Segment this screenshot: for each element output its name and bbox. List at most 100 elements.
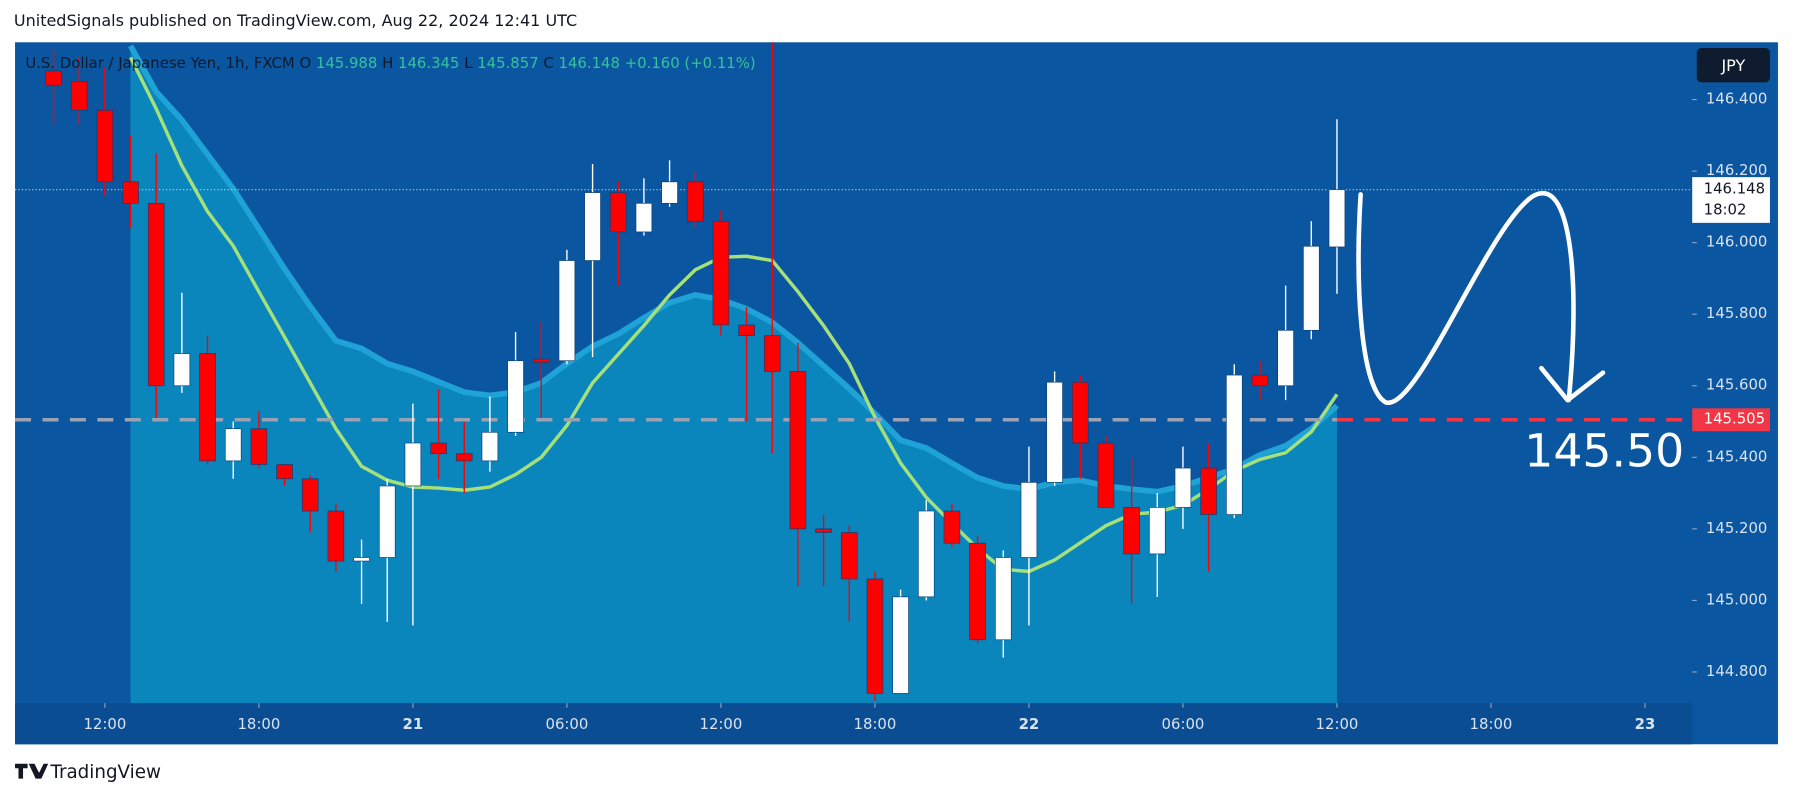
ohlc-value: 145.857 xyxy=(477,54,538,72)
candle-body xyxy=(199,353,216,462)
candle-body xyxy=(1200,467,1217,515)
candle-body xyxy=(455,453,473,462)
candle-body xyxy=(1277,329,1294,387)
candle-body xyxy=(866,578,884,694)
plot-area xyxy=(15,42,1693,704)
candle-body xyxy=(532,358,550,363)
x-tick-label: 21 xyxy=(403,715,424,733)
x-tick-label: 06:00 xyxy=(545,715,588,733)
x-tick-label: 12:00 xyxy=(83,715,126,733)
price-line-box xyxy=(1692,408,1770,432)
candle-body xyxy=(558,260,576,362)
ohlc-value: 146.148 xyxy=(559,54,620,72)
ohlc-value: 145.988 xyxy=(316,54,377,72)
candle-body xyxy=(917,510,935,598)
candle-body xyxy=(635,202,653,233)
x-tick-label: 18:00 xyxy=(1470,715,1513,733)
candle-body xyxy=(661,181,678,204)
publish-header: UnitedSignals published on TradingView.c… xyxy=(14,11,577,30)
last-price-box xyxy=(1692,177,1770,223)
price-line-label: 145.505 xyxy=(1704,410,1765,428)
y-tick-label: 145.200 xyxy=(1706,519,1767,537)
ohlc-key: L xyxy=(464,54,473,72)
y-tick-label: 146.400 xyxy=(1706,90,1767,108)
candle-body xyxy=(250,428,268,465)
candle-body xyxy=(276,464,293,480)
x-tick-label: 22 xyxy=(1019,715,1040,733)
area-edge xyxy=(128,44,1339,495)
candle-body xyxy=(969,542,986,641)
candle-body xyxy=(378,485,396,558)
x-tick-label: 06:00 xyxy=(1162,715,1205,733)
y-tick-label: 145.800 xyxy=(1706,304,1767,322)
y-tick-label: 145.400 xyxy=(1706,447,1767,465)
candle-body xyxy=(943,510,961,544)
candle-body xyxy=(1020,482,1038,558)
candle-body xyxy=(327,510,345,562)
candle-body xyxy=(763,335,781,372)
y-tick-label: 145.600 xyxy=(1706,376,1767,394)
candle-body xyxy=(892,596,909,694)
candle-body xyxy=(1328,189,1346,248)
candle-body xyxy=(686,181,704,222)
footer-brand: TradingView xyxy=(49,762,161,783)
currency-label[interactable]: JPY xyxy=(1720,56,1745,75)
ohlc-key: O xyxy=(299,54,311,72)
x-tick-label: 12:00 xyxy=(700,715,743,733)
y-tick-label: 145.000 xyxy=(1706,590,1767,608)
candle-body xyxy=(507,360,524,433)
candle-body xyxy=(353,557,370,562)
x-tick-label: 23 xyxy=(1635,715,1656,733)
last-price-label: 146.148 xyxy=(1704,180,1765,198)
tv-logo xyxy=(15,763,49,779)
candle-body xyxy=(1097,442,1115,508)
ohlc-key: H xyxy=(382,54,393,72)
overlay-layer: U.S. Dollar / Japanese Yen, 1h, FXCM O 1… xyxy=(25,54,1770,733)
candle-body xyxy=(738,324,755,337)
candle-body xyxy=(301,478,319,512)
candle-body xyxy=(1046,381,1063,483)
candle-body xyxy=(584,192,601,261)
candle-body xyxy=(70,81,88,111)
candle-body xyxy=(481,431,499,462)
candle-body xyxy=(1251,374,1269,387)
candle-body xyxy=(430,442,447,455)
candle-body xyxy=(1071,381,1089,444)
change-value: +0.160 (+0.11%) xyxy=(625,54,756,72)
hand-drawn-arrow xyxy=(1356,191,1606,405)
candle-body xyxy=(609,192,627,233)
symbol-name: U.S. Dollar / Japanese Yen, 1h, FXCM xyxy=(25,54,294,72)
y-tick-label: 144.800 xyxy=(1706,662,1767,680)
time-axis-background xyxy=(15,703,1693,745)
candle-body xyxy=(840,532,858,580)
candle-body xyxy=(122,181,139,204)
candle-body xyxy=(1302,245,1320,331)
currency-button[interactable] xyxy=(1696,48,1770,83)
candle-body xyxy=(1225,374,1243,515)
y-tick-label: 146.200 xyxy=(1706,161,1767,179)
candle-body xyxy=(1174,467,1192,508)
annotation-text: 145.50 xyxy=(1524,425,1684,478)
countdown-label: 18:02 xyxy=(1704,200,1747,218)
candle-body xyxy=(712,220,730,326)
candle-body xyxy=(1148,507,1166,555)
ohlc-key: C xyxy=(543,54,553,72)
candle-body xyxy=(404,442,422,487)
candle-body xyxy=(994,557,1012,641)
legend: U.S. Dollar / Japanese Yen, 1h, FXCM O 1… xyxy=(25,54,755,72)
y-tick-label: 146.000 xyxy=(1706,233,1767,251)
candle-body xyxy=(815,528,832,533)
x-tick-label: 18:00 xyxy=(237,715,280,733)
candle-body xyxy=(224,428,242,462)
candle-body xyxy=(173,353,191,387)
ohlc-value: 146.345 xyxy=(398,54,459,72)
candle-body xyxy=(45,70,62,86)
candle-body xyxy=(1123,507,1140,555)
x-tick-label: 12:00 xyxy=(1316,715,1359,733)
candle-body xyxy=(789,371,807,530)
x-tick-label: 18:00 xyxy=(854,715,897,733)
candle-body xyxy=(96,109,114,183)
candle-body xyxy=(147,202,165,387)
